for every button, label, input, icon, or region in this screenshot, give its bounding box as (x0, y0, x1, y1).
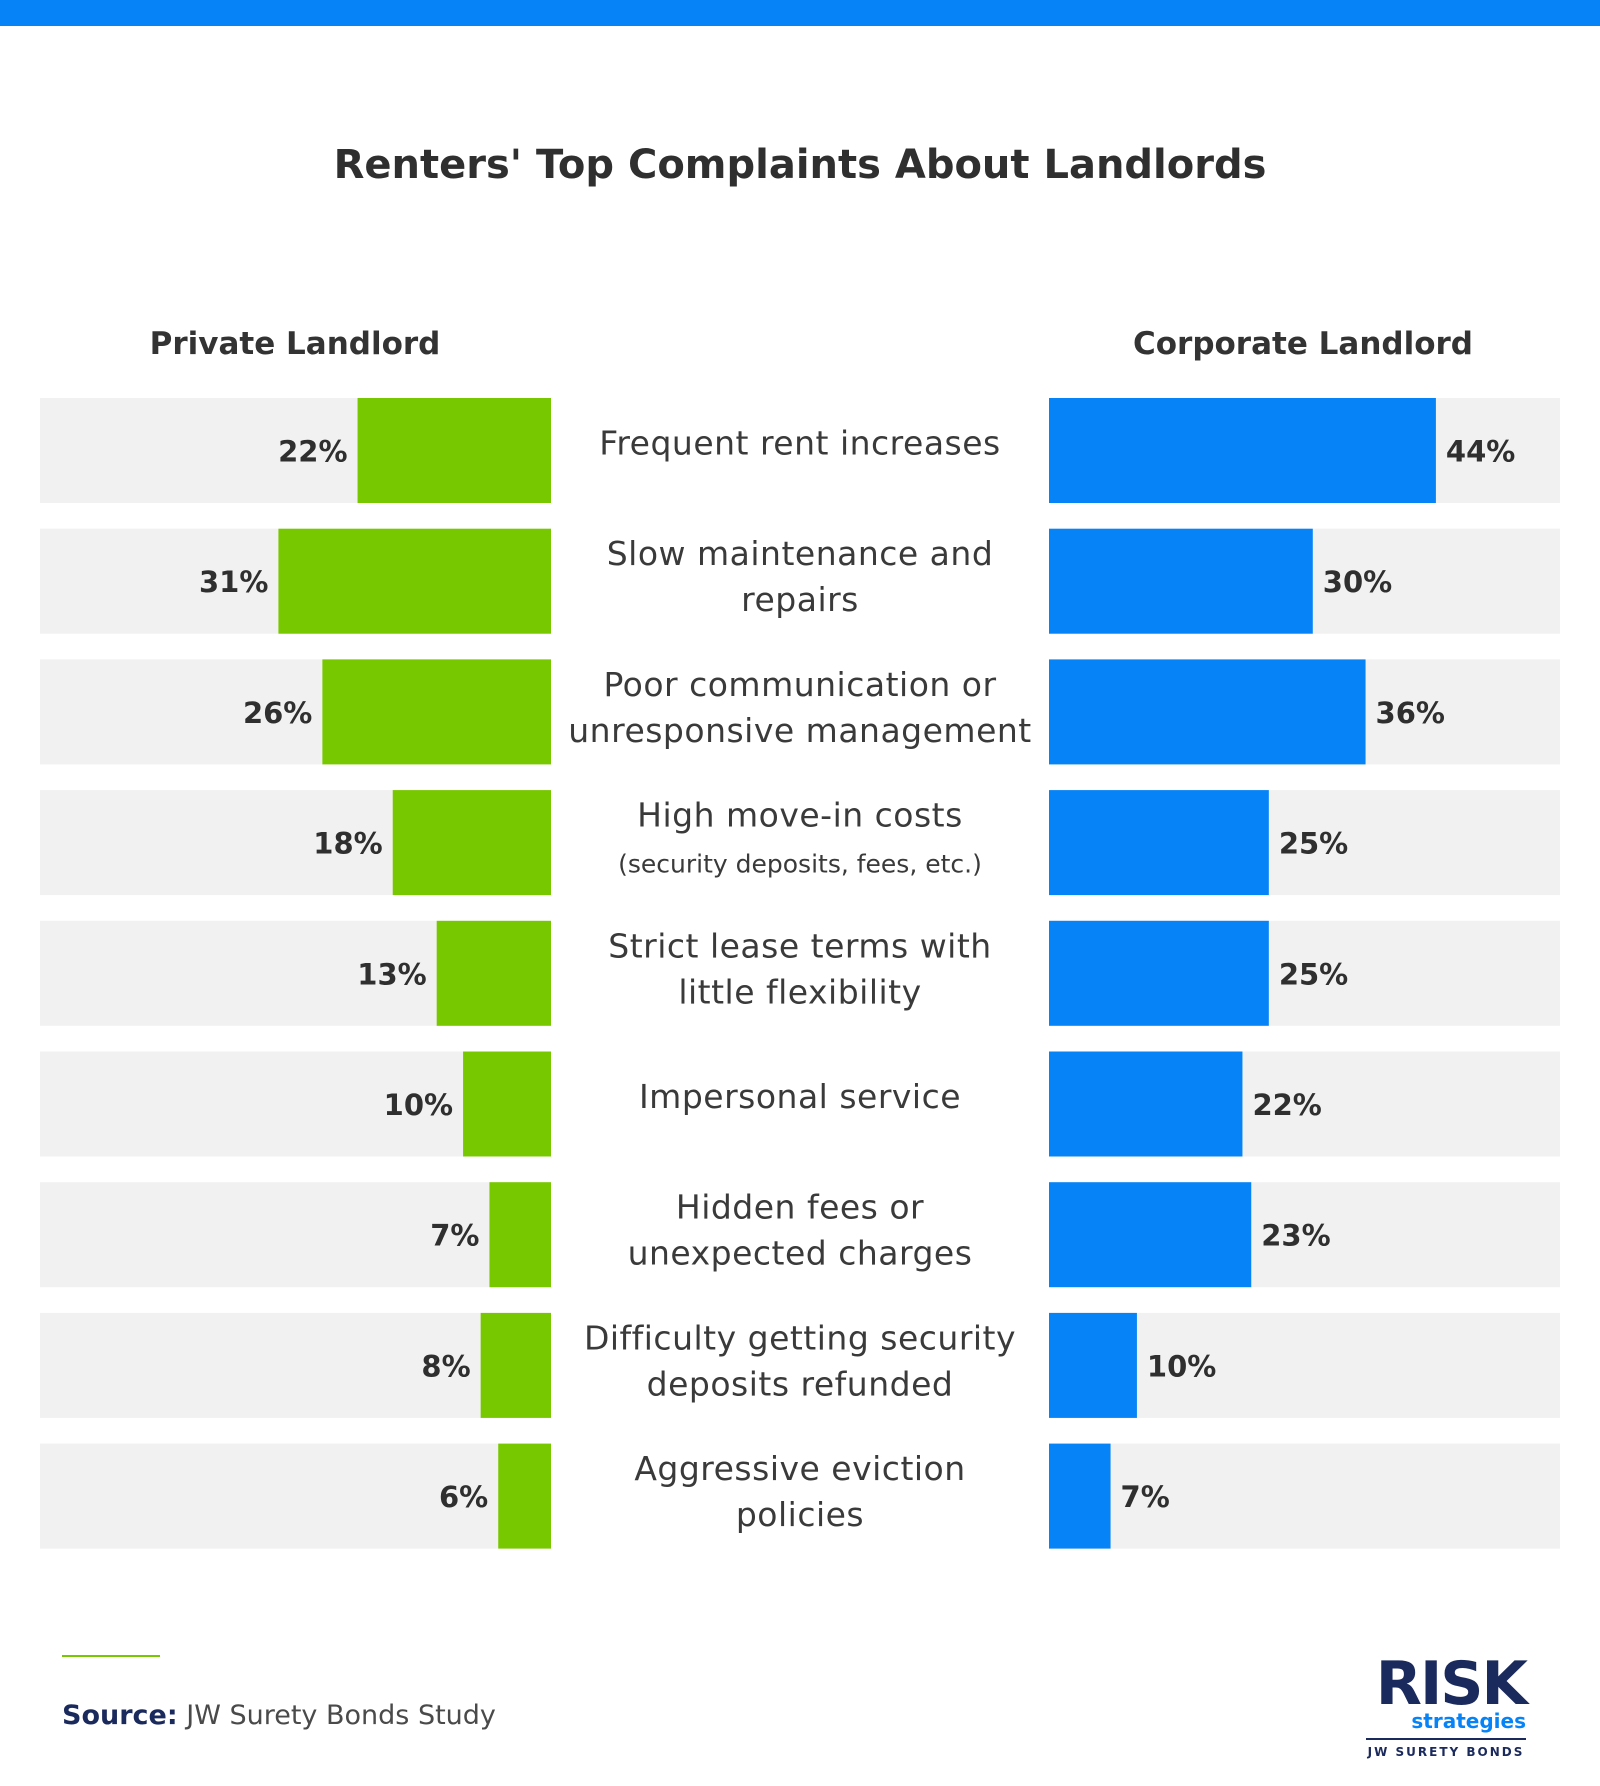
corporate-bar-9 (1049, 1443, 1111, 1549)
corporate-value-label-1: 44% (1446, 435, 1515, 469)
category-label-4: High move-in costs (637, 796, 963, 835)
source-divider (62, 1655, 160, 1657)
private-bar-5 (436, 920, 551, 1026)
private-bar-7 (489, 1182, 551, 1288)
category-label-8-line-2: deposits refunded (647, 1364, 954, 1403)
corporate-value-label-9: 7% (1121, 1480, 1170, 1514)
category-label-5: Strict lease terms with (608, 926, 991, 965)
corporate-value-label-6: 22% (1252, 1088, 1321, 1122)
legend-corporate-landlord: Corporate Landlord (1132, 326, 1473, 362)
private-bar-4 (392, 790, 551, 896)
private-bar-2 (278, 528, 551, 634)
corporate-bar-1 (1049, 398, 1436, 503)
private-value-label-4: 18% (313, 827, 382, 861)
chart-title: Renters' Top Complaints About Landlords (333, 142, 1267, 188)
private-bar-6 (463, 1051, 551, 1157)
private-value-label-1: 22% (278, 435, 347, 469)
private-value-label-5: 13% (357, 957, 426, 991)
logo-wordmark: RISK (1375, 1649, 1528, 1719)
corporate-bar-7 (1049, 1182, 1252, 1288)
corporate-bar-6 (1049, 1051, 1243, 1157)
category-label-9: Aggressive eviction (634, 1449, 965, 1488)
private-value-label-2: 31% (199, 565, 268, 599)
corporate-bar-2 (1049, 528, 1313, 634)
corporate-value-label-4: 25% (1279, 827, 1348, 861)
private-value-label-8: 8% (421, 1349, 470, 1383)
source-note: Source: JW Surety Bonds Study (62, 1700, 496, 1731)
category-label-8: Difficulty getting security (584, 1318, 1016, 1357)
category-label-7: Hidden fees or (676, 1188, 924, 1227)
corporate-value-label-2: 30% (1323, 565, 1392, 599)
private-value-label-3: 26% (243, 696, 312, 730)
private-track-7 (40, 1182, 551, 1288)
private-bar-1 (357, 398, 551, 503)
category-label-2: Slow maintenance and (607, 534, 994, 573)
category-label-6: Impersonal service (639, 1077, 961, 1116)
category-label-3-line-2: unresponsive management (568, 711, 1031, 750)
category-label-9-line-2: policies (736, 1495, 864, 1534)
private-value-label-9: 6% (439, 1480, 488, 1514)
logo-subtitle: strategies (1411, 1709, 1526, 1733)
corporate-track-9 (1049, 1443, 1560, 1549)
private-bar-8 (480, 1312, 551, 1418)
source-text: JW Surety Bonds Study (177, 1700, 496, 1731)
corporate-bar-8 (1049, 1312, 1137, 1418)
category-label-1: Frequent rent increases (599, 424, 1001, 463)
category-label-7-line-2: unexpected charges (628, 1234, 973, 1273)
legend-private-landlord: Private Landlord (149, 326, 441, 362)
category-label-2-line-2: repairs (741, 580, 859, 619)
corporate-bar-4 (1049, 790, 1269, 896)
corporate-value-label-3: 36% (1376, 696, 1445, 730)
logo-rule (1366, 1738, 1526, 1740)
source-label: Source: (62, 1700, 178, 1731)
corporate-bar-5 (1049, 920, 1269, 1026)
corporate-value-label-8: 10% (1147, 1349, 1216, 1383)
corporate-bar-3 (1049, 659, 1366, 765)
private-bar-3 (322, 659, 551, 765)
corporate-value-label-5: 25% (1279, 957, 1348, 991)
category-label-4-line-2: (security deposits, fees, etc.) (618, 850, 982, 879)
private-value-label-7: 7% (430, 1219, 479, 1253)
category-label-5-line-2: little flexibility (678, 972, 921, 1011)
private-bar-9 (498, 1443, 551, 1549)
private-track-9 (40, 1443, 551, 1549)
logo-tagline: JW SURETY BONDS (1367, 1745, 1525, 1759)
category-label-3: Poor communication or (603, 665, 996, 704)
top-accent-bar (0, 0, 1600, 26)
private-value-label-6: 10% (384, 1088, 453, 1122)
risk-strategies-logo: RISK strategies JW SURETY BONDS (1366, 1649, 1528, 1759)
corporate-value-label-7: 23% (1261, 1219, 1330, 1253)
private-track-8 (40, 1312, 551, 1418)
